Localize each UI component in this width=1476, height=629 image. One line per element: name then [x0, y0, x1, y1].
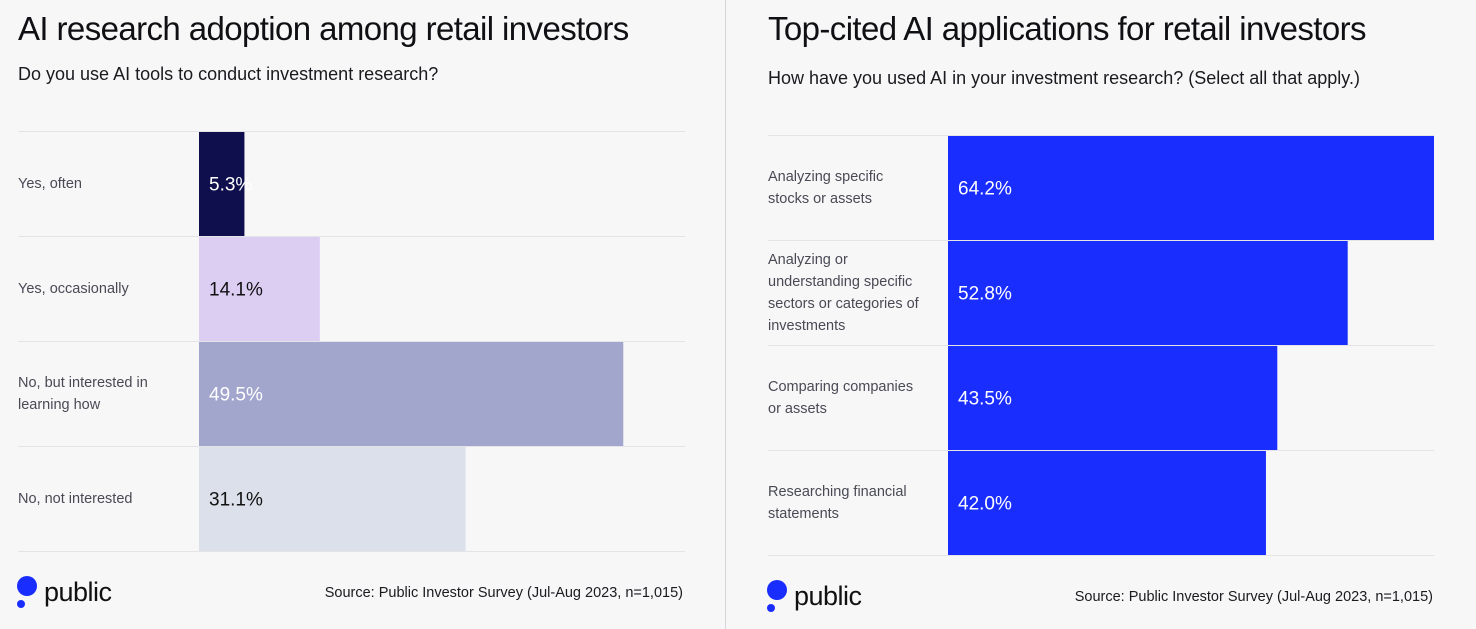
- public-logo: public: [766, 579, 862, 613]
- panel-divider: [725, 0, 726, 629]
- right-chart-panel: Top-cited AI applications for retail inv…: [727, 0, 1476, 629]
- logo-wordmark: public: [44, 576, 112, 607]
- bar-value-label: 52.8%: [958, 284, 1012, 305]
- bar-value-label: 49.5%: [209, 385, 263, 406]
- category-label: Researching financial statements: [768, 483, 907, 522]
- bar-1: [199, 132, 245, 236]
- chart-subtitle: How have you used AI in your investment …: [768, 68, 1360, 88]
- bar-value-label: 5.3%: [209, 175, 252, 196]
- left-chart-panel: AI research adoption among retail invest…: [0, 0, 726, 629]
- category-label: Comparing companies or assets: [768, 378, 914, 417]
- logo-wordmark: public: [794, 580, 862, 611]
- bar-2: [948, 241, 1348, 345]
- chart-title: Top-cited AI applications for retail inv…: [768, 10, 1366, 47]
- public-logo-dot-icon: [767, 580, 787, 612]
- category-label: Yes, often: [18, 175, 82, 192]
- adoption-bar-chart: 5.3% 14.1% 49.5% 31.1%: [18, 131, 685, 552]
- source-note: Source: Public Investor Survey (Jul-Aug …: [1074, 589, 1433, 605]
- applications-bar-chart: 64.2% 52.8% 43.5% 42.0%: [768, 135, 1434, 556]
- public-logo-dot-icon: [17, 576, 37, 608]
- source-note: Source: Public Investor Survey (Jul-Aug …: [324, 585, 683, 601]
- bar-value-label: 42.0%: [958, 494, 1012, 515]
- bar-4: [199, 447, 466, 551]
- category-label: Analyzing specific stocks or assets: [768, 168, 884, 207]
- bar-1: [948, 136, 1434, 240]
- bar-value-label: 14.1%: [209, 280, 263, 301]
- category-label: Analyzing or understanding specific sect…: [768, 251, 919, 334]
- bar-3: [948, 346, 1278, 450]
- bar-3: [199, 342, 624, 446]
- category-label: No, but interested in learning how: [18, 374, 148, 413]
- chart-subtitle: Do you use AI tools to conduct investmen…: [18, 64, 439, 84]
- chart-title: AI research adoption among retail invest…: [18, 10, 629, 47]
- bar-value-label: 31.1%: [209, 490, 263, 511]
- bar-value-label: 43.5%: [958, 389, 1012, 410]
- bar-2: [199, 237, 320, 341]
- bar-value-label: 64.2%: [958, 179, 1012, 200]
- category-label: No, not interested: [18, 490, 133, 507]
- public-logo: public: [16, 575, 112, 609]
- bar-4: [948, 451, 1266, 555]
- category-label: Yes, occasionally: [18, 280, 129, 297]
